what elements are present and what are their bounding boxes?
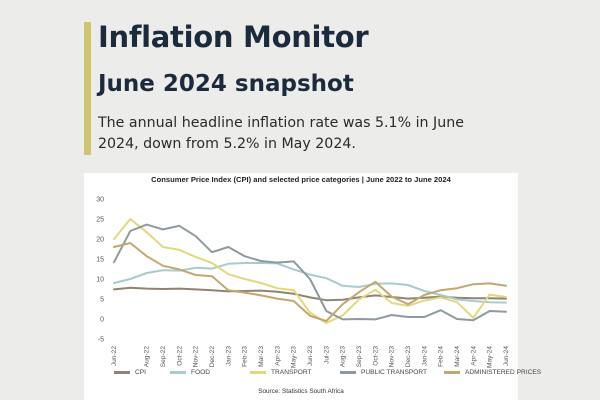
x-tick-label: Feb-24 (438, 346, 445, 367)
legend-label: ADMINISTERED PRICES (465, 369, 542, 376)
series-line-administered-prices (113, 242, 507, 322)
x-tick-label: Sep-23 (356, 346, 363, 368)
x-tick-label: Nov-22 (193, 346, 200, 368)
y-tick-label: 25 (96, 217, 104, 224)
legend-swatch (444, 371, 460, 374)
legend-item: ADMINISTERED PRICES (444, 369, 544, 376)
legend-swatch (340, 371, 356, 374)
x-tick-label: Jan-24 (421, 346, 428, 366)
summary-text: The annual headline inflation rate was 5… (98, 115, 464, 152)
legend-label: FOOD (191, 369, 211, 376)
page-title: Inflation Monitor (98, 20, 369, 54)
accent-bar (84, 22, 91, 155)
legend-item: CPI (114, 369, 170, 376)
y-tick-label: 15 (96, 257, 104, 264)
y-tick-label: -5 (98, 337, 104, 344)
x-tick-label: Aug-23 (340, 346, 347, 368)
series-line-public-transport (113, 223, 507, 322)
x-tick-label: Oct-23 (372, 346, 379, 366)
y-tick-label: 5 (100, 297, 104, 304)
x-tick-label: Dec-23 (405, 346, 412, 368)
legend-item: FOOD (170, 369, 250, 376)
y-tick-label: 30 (96, 197, 104, 204)
chart-source: Source: Statistics South Africa (258, 388, 344, 395)
x-tick-label: Jun-24 (503, 346, 510, 366)
y-tick-label: 20 (96, 237, 104, 244)
legend-label: CPI (135, 369, 146, 376)
x-tick-label: Apr-23 (274, 346, 281, 366)
x-tick-label: Jul-23 (323, 346, 330, 364)
y-tick-label: 10 (96, 277, 104, 284)
legend-swatch (170, 371, 186, 374)
legend-swatch (250, 371, 266, 374)
legend-label: PUBLIC TRANSPORT (361, 369, 428, 376)
line-chart: -5 0 5 10 15 20 25 30 Jun-22 Aug-22 Sep-22 Oct-22 No… (96, 197, 510, 369)
chart-title: Consumer Price Index (CPI) and selected … (151, 175, 451, 184)
x-tick-label: Mar-24 (454, 346, 461, 367)
x-tick-label: Jun-23 (307, 346, 314, 366)
y-tick-label: 0 (100, 317, 104, 324)
page-subtitle: June 2024 snapshot (98, 71, 354, 97)
x-tick-label: Mar-23 (258, 346, 265, 367)
x-tick-label: Aug-22 (144, 346, 151, 368)
legend-item: PUBLIC TRANSPORT (340, 369, 444, 376)
x-tick-label: Feb-23 (242, 346, 249, 367)
legend-label: TRANSPORT (271, 369, 312, 376)
x-tick-label: Oct-22 (176, 346, 183, 366)
x-tick-label: May-23 (291, 346, 298, 368)
legend-item: TRANSPORT (250, 369, 340, 376)
legend-swatch (114, 371, 130, 374)
chart-legend: CPI FOOD TRANSPORT PUBLIC TRANSPORT ADMINIST… (114, 369, 544, 376)
x-tick-label: Jan-23 (225, 346, 232, 366)
series-line-food (113, 262, 507, 304)
series-line-transport (113, 218, 507, 324)
x-tick-label: Sep-22 (160, 346, 167, 368)
x-tick-label: May-24 (487, 346, 494, 368)
x-tick-label: Nov-23 (389, 346, 396, 368)
chart-card: -5 0 5 10 15 20 25 30 Jun-22 Aug-22 Sep-22 Oct-22 No… (84, 173, 541, 400)
x-tick-label: Apr-24 (470, 346, 477, 366)
x-tick-label: Jun-22 (111, 346, 118, 366)
x-tick-label: Dec-22 (209, 346, 216, 368)
